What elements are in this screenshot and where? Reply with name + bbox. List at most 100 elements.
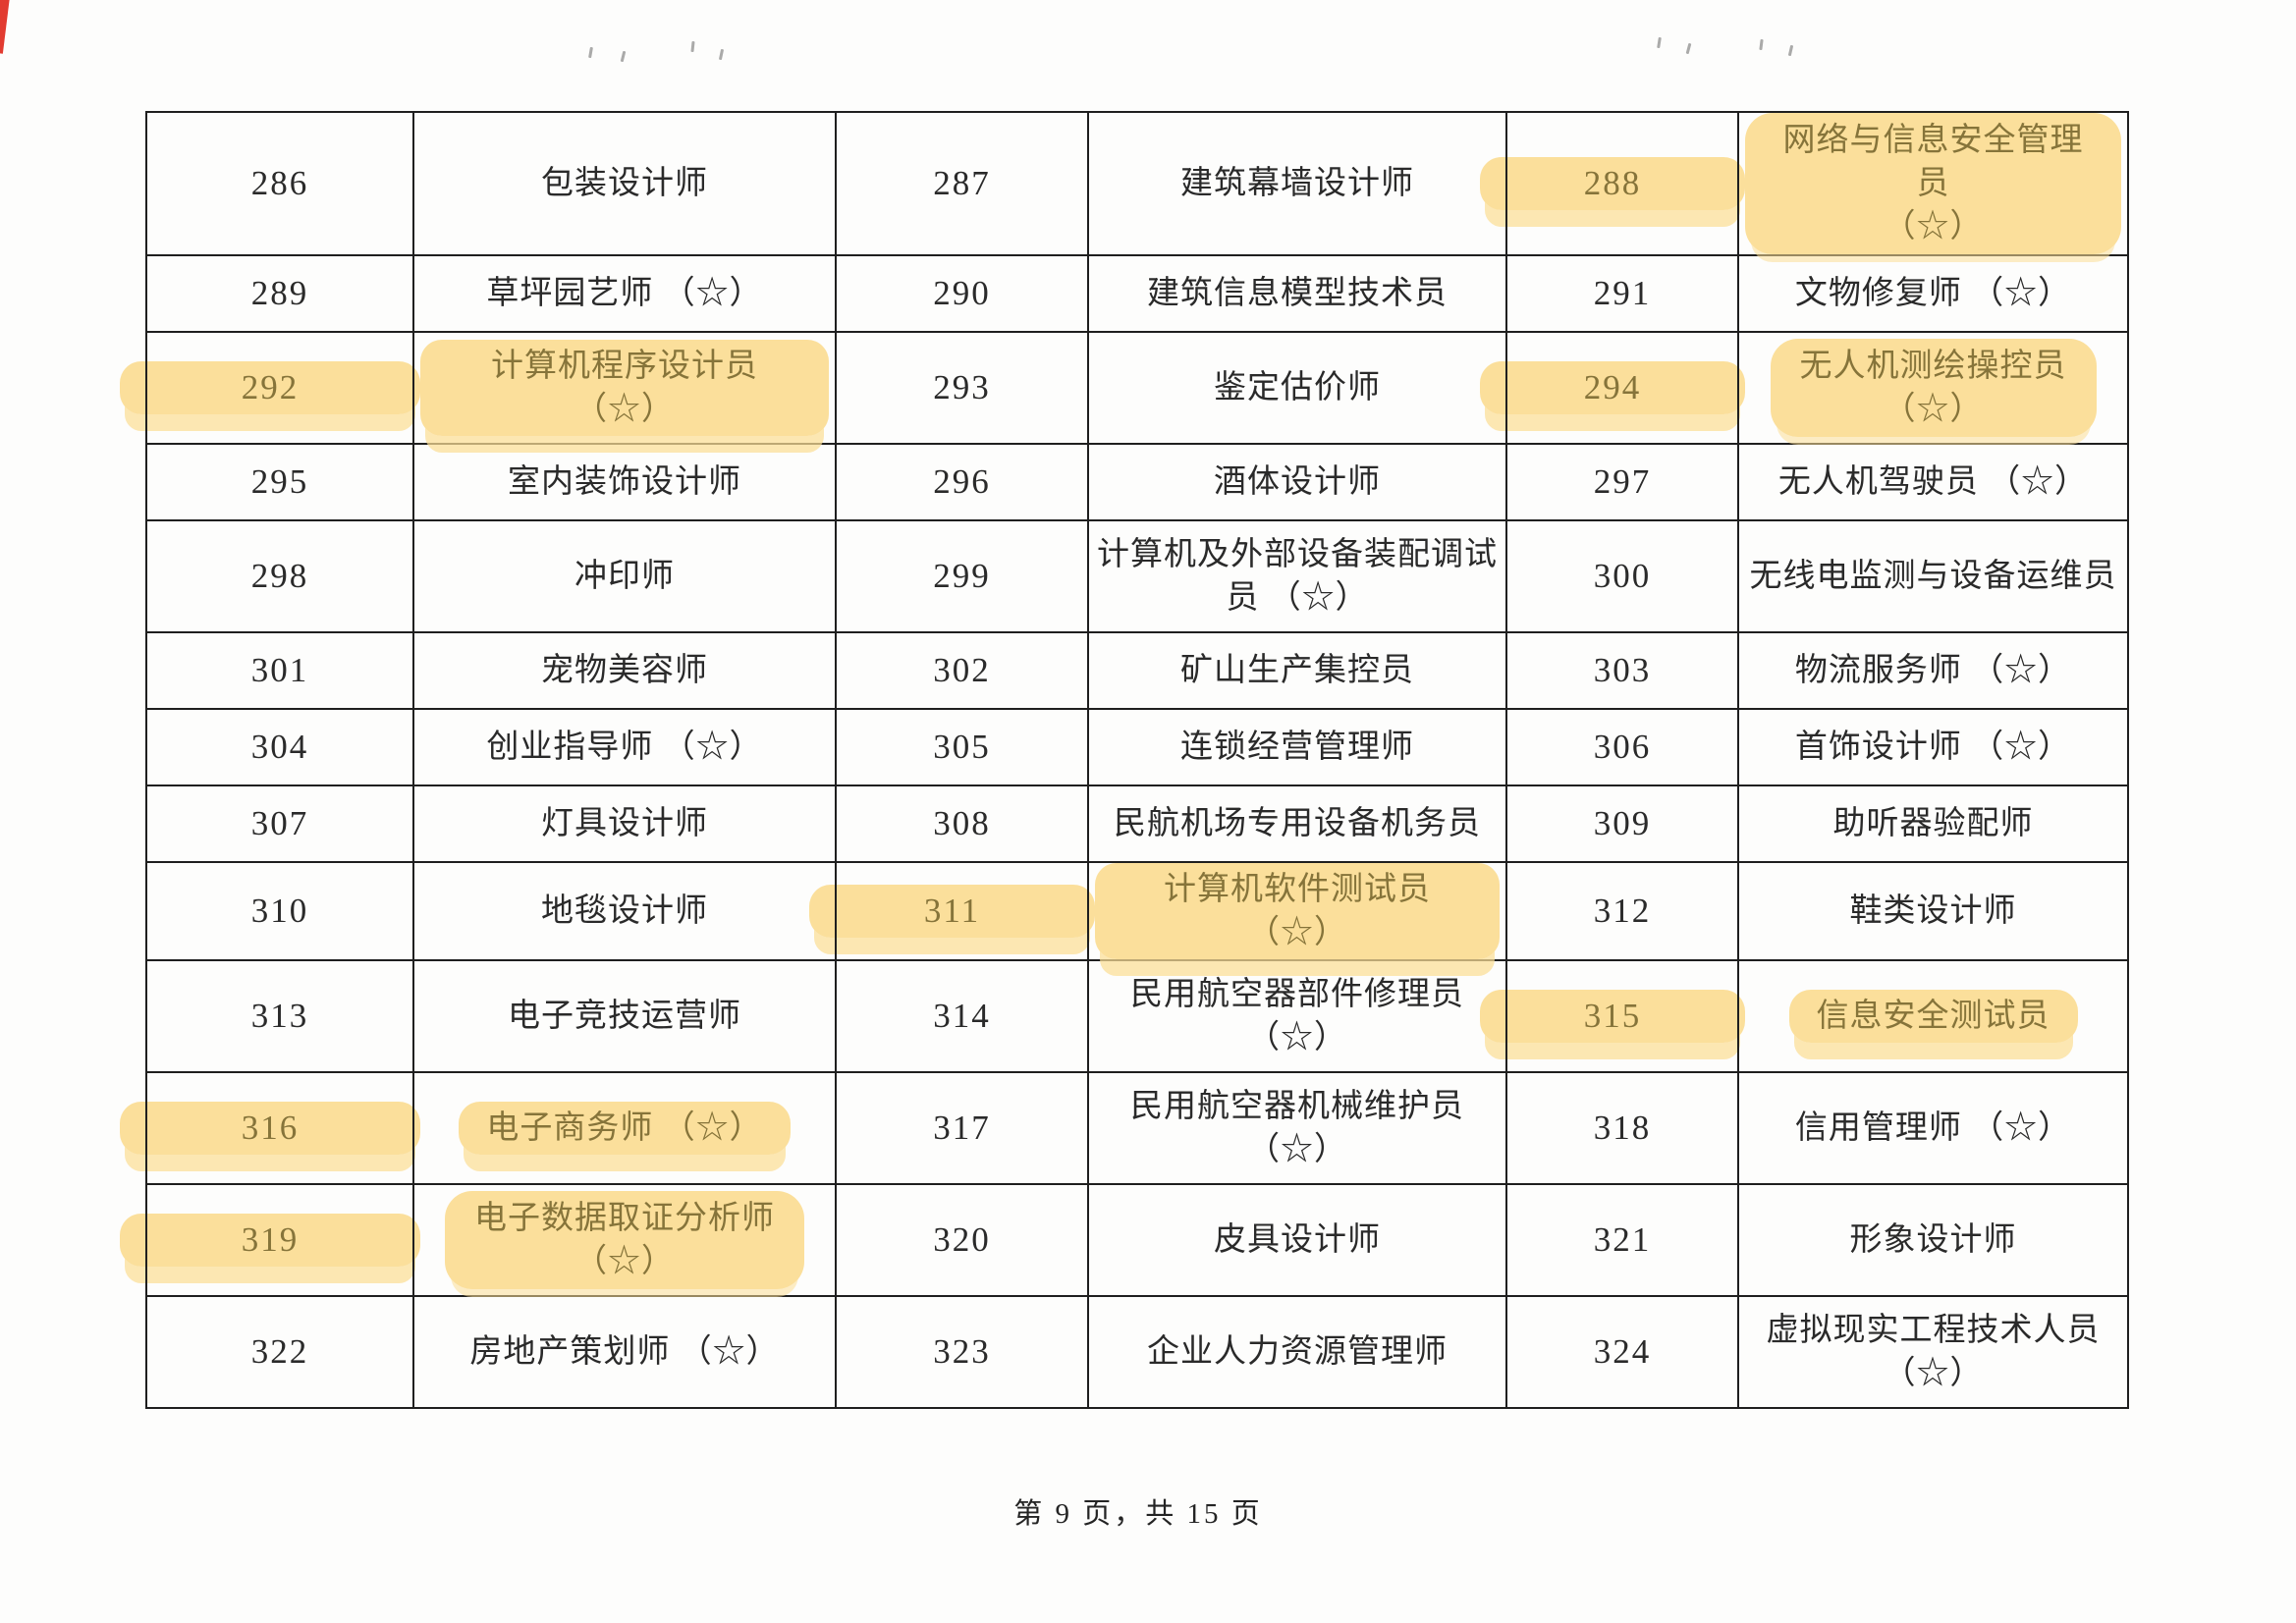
job-name-cell: 冲印师 [412, 519, 837, 633]
job-name-line1: 首饰设计师 （☆） [1794, 730, 2072, 765]
job-name-line1: 计算机及外部设备装配调试 [1097, 537, 1498, 572]
job-number-cell: 300 [1505, 519, 1739, 633]
job-name: 计算机及外部设备装配调试员 （☆） [1097, 533, 1498, 620]
job-number: 294 [1480, 361, 1745, 414]
job-name-cell: 电子数据取证分析师 （☆） [412, 1183, 837, 1297]
job-name: 计算机程序设计员 （☆） [420, 340, 829, 436]
job-name: 皮具设计师 [1214, 1218, 1381, 1262]
job-name: 创业指导师 （☆） [486, 726, 762, 769]
job-name-cell: 房地产策划师 （☆） [412, 1295, 837, 1409]
table-row: 322 房地产策划师 （☆） 323 企业人力资源管理师 324 虚拟现实工程技术人员 （☆… [145, 1295, 2129, 1409]
job-name-cell: 连锁经营管理师 [1087, 708, 1507, 786]
job-number: 306 [1593, 728, 1652, 766]
job-number-cell: 289 [145, 254, 414, 333]
job-number-cell: 294 [1480, 331, 1745, 445]
job-name-line1: 网络与信息安全管理员 [1782, 123, 2084, 201]
job-number-cell: 318 [1505, 1071, 1739, 1185]
job-name: 包装设计师 [541, 162, 708, 205]
job-number: 312 [1593, 892, 1652, 930]
job-number-cell: 298 [145, 519, 414, 633]
table-row: 292 计算机程序设计员 （☆） 293 鉴定估价师 294 无人机测绘操控员 （☆） [120, 331, 2129, 445]
table-row: 289 草坪园艺师 （☆） 290 建筑信息模型技术员 291 文物修复师 （☆） [145, 254, 2129, 333]
job-name-line1: 鉴定估价师 [1214, 370, 1381, 406]
job-number-cell: 321 [1505, 1183, 1739, 1297]
job-number: 321 [1593, 1220, 1652, 1259]
job-name-line2: （☆） [1883, 392, 1984, 427]
job-name-line1: 地毯设计师 [541, 893, 708, 929]
job-number-cell: 311 [809, 861, 1095, 961]
job-number-cell: 291 [1505, 254, 1739, 333]
job-name-cell: 电子商务师 （☆） [412, 1071, 837, 1185]
job-number: 295 [250, 462, 309, 501]
job-name-line1: 矿山生产集控员 [1180, 653, 1414, 688]
job-number-cell: 323 [835, 1295, 1089, 1409]
job-name-line1: 冲印师 [574, 559, 675, 594]
job-name: 物流服务师 （☆） [1795, 649, 2071, 692]
table-row: 307 灯具设计师 308 民航机场专用设备机务员 309 助听器验配师 [145, 784, 2129, 863]
job-number-cell: 302 [835, 631, 1089, 710]
job-name-line2: （☆） [574, 1244, 675, 1279]
job-name-line1: 连锁经营管理师 [1180, 730, 1414, 765]
job-number: 305 [933, 728, 991, 766]
job-name-line2: 员 （☆） [1226, 580, 1369, 616]
job-number-cell: 301 [145, 631, 414, 710]
job-number-cell: 313 [145, 959, 414, 1073]
job-name: 鞋类设计师 [1850, 890, 2017, 933]
job-name: 宠物美容师 [541, 649, 708, 692]
job-name: 电子数据取证分析师 （☆） [445, 1191, 804, 1289]
job-name-cell: 电子竞技运营师 [412, 959, 837, 1073]
job-name-line1: 无线电监测与设备运维员 [1749, 559, 2117, 594]
job-number-cell: 315 [1480, 959, 1745, 1073]
job-name-line1: 创业指导师 （☆） [486, 730, 763, 765]
job-number: 307 [250, 804, 309, 842]
job-name-cell: 室内装饰设计师 [412, 443, 837, 521]
job-number: 304 [250, 728, 309, 766]
job-name-line1: 电子数据取证分析师 [474, 1201, 775, 1236]
job-name-cell: 信息安全测试员 [1737, 959, 2129, 1073]
job-name-line2: （☆） [1247, 1132, 1347, 1167]
job-number-cell: 307 [145, 784, 414, 863]
job-name: 形象设计师 [1850, 1218, 2017, 1262]
job-number: 311 [809, 885, 1095, 938]
job-number-cell: 304 [145, 708, 414, 786]
job-name-cell: 民航机场专用设备机务员 [1087, 784, 1507, 863]
job-number: 293 [933, 368, 991, 406]
job-name-line1: 鞋类设计师 [1849, 893, 2017, 929]
job-name-line1: 包装设计师 [541, 166, 708, 201]
job-name-cell: 鉴定估价师 [1087, 331, 1507, 445]
job-name-line1: 文物修复师 （☆） [1794, 276, 2072, 311]
job-name-cell: 草坪园艺师 （☆） [412, 254, 837, 333]
job-name: 计算机软件测试员 （☆） [1095, 863, 1500, 959]
job-name-cell: 创业指导师 （☆） [412, 708, 837, 786]
table-row: 304 创业指导师 （☆） 305 连锁经营管理师 306 首饰设计师 （☆） [145, 708, 2129, 786]
job-number: 309 [1593, 804, 1652, 842]
job-number-cell: 322 [145, 1295, 414, 1409]
job-name: 连锁经营管理师 [1180, 726, 1414, 769]
job-name-cell: 文物修复师 （☆） [1737, 254, 2129, 333]
job-name-line2: （☆） [1247, 1020, 1347, 1055]
job-name-line1: 信息安全测试员 [1816, 999, 2050, 1034]
job-name: 企业人力资源管理师 [1147, 1330, 1448, 1374]
job-number-cell: 292 [120, 331, 420, 445]
job-number-cell: 314 [835, 959, 1089, 1073]
job-name-cell: 助听器验配师 [1737, 784, 2129, 863]
job-name-cell: 网络与信息安全管理员 （☆） [1737, 111, 2129, 256]
job-name: 房地产策划师 （☆） [469, 1330, 779, 1374]
jobs-table-body: 286 包装设计师 287 建筑幕墙设计师 288 网络与信息安全管理员 （☆） 289 草坪园… [120, 111, 2129, 1409]
job-name-line1: 无人机驾驶员 （☆） [1777, 464, 2089, 500]
job-name-line1: 宠物美容师 [541, 653, 708, 688]
job-number: 314 [933, 997, 991, 1035]
job-name-cell: 形象设计师 [1737, 1183, 2129, 1297]
job-number: 291 [1593, 274, 1652, 312]
job-name-line1: 建筑信息模型技术员 [1147, 276, 1448, 311]
table-row: 286 包装设计师 287 建筑幕墙设计师 288 网络与信息安全管理员 （☆） [145, 111, 2129, 256]
job-number: 310 [250, 892, 309, 930]
job-number: 288 [1480, 157, 1745, 210]
job-number: 297 [1593, 462, 1652, 501]
job-number: 318 [1593, 1109, 1652, 1147]
job-name-line1: 物流服务师 （☆） [1794, 653, 2072, 688]
job-name: 民航机场专用设备机务员 [1114, 802, 1481, 845]
job-name-line1: 民用航空器部件修理员 [1130, 977, 1464, 1012]
job-name-cell: 酒体设计师 [1087, 443, 1507, 521]
job-name-cell: 首饰设计师 （☆） [1737, 708, 2129, 786]
